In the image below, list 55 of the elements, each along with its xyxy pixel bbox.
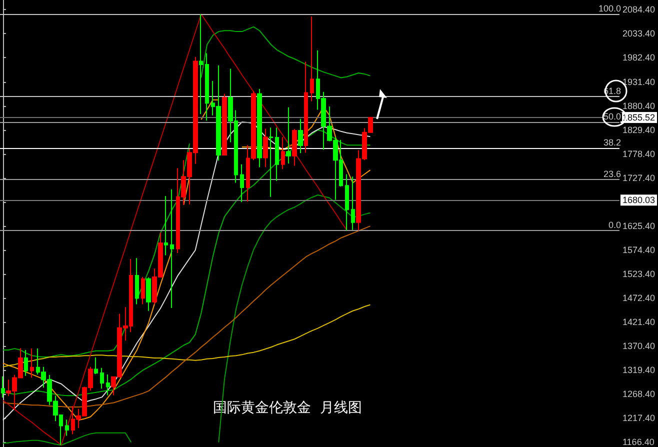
y-tick-label: 1574.40 [622,244,656,255]
candlestick [298,118,303,154]
y-tick-label: 1880.40 [622,100,656,111]
candlestick [24,349,28,376]
candlestick [141,276,145,305]
candlestick [269,127,273,198]
y-tick-label: 1217.40 [622,413,656,424]
line-series [2,304,371,368]
candlestick [146,276,151,312]
annotation: 100.0 [598,4,621,14]
candlestick [94,357,98,374]
y-tick-label: 1829.40 [622,124,656,135]
y-tick-label: 1523.40 [622,268,656,279]
candlestick [135,258,139,305]
candlestick [275,127,279,182]
candlestick [292,128,297,166]
candlestick [1,376,5,398]
ref-line-label: 1680.03 [622,195,656,206]
candlestick [100,367,104,390]
y-tick-label: 1370.40 [622,341,656,352]
annotation: 0.0 [608,220,621,230]
candlestick [281,136,285,170]
y-tick-label: 1166.40 [622,437,654,447]
y-tick-label: 1268.40 [622,389,656,400]
candlestick [65,419,69,436]
y-tick-label: 1982.40 [622,52,656,63]
candlestick [106,374,110,396]
candlestick [310,16,314,102]
y-tick-label: 1931.40 [622,76,656,87]
y-tick-label: 1625.40 [622,220,656,231]
line-series [2,14,348,446]
candlestick [30,348,34,378]
candlestick [304,61,308,154]
candlestick [199,14,203,114]
y-tick-label: 1421.40 [622,316,656,327]
candlestick [170,188,174,309]
y-tick-label: 1472.40 [622,292,656,303]
annotation: 23.6 [603,168,621,179]
candlestick [257,88,262,168]
candlestick [345,174,349,231]
y-tick-label: 2033.40 [622,28,656,39]
y-tick-label: 1727.40 [622,172,656,183]
candlestick [205,52,209,122]
candlestick [286,106,291,164]
annotation: 50.0 [603,112,621,122]
annotation: 38.2 [603,137,621,148]
candlestick [351,176,355,230]
y-tick-label: 1778.40 [622,148,656,159]
y-tick-label: 1319.40 [622,365,656,376]
candlestick [263,128,268,168]
y-tick-label: 2084.40 [622,4,656,15]
candlestick [222,93,227,156]
ref-line-label: 1855.52 [622,112,656,123]
candlestick [164,195,168,256]
candlestick [240,164,244,203]
